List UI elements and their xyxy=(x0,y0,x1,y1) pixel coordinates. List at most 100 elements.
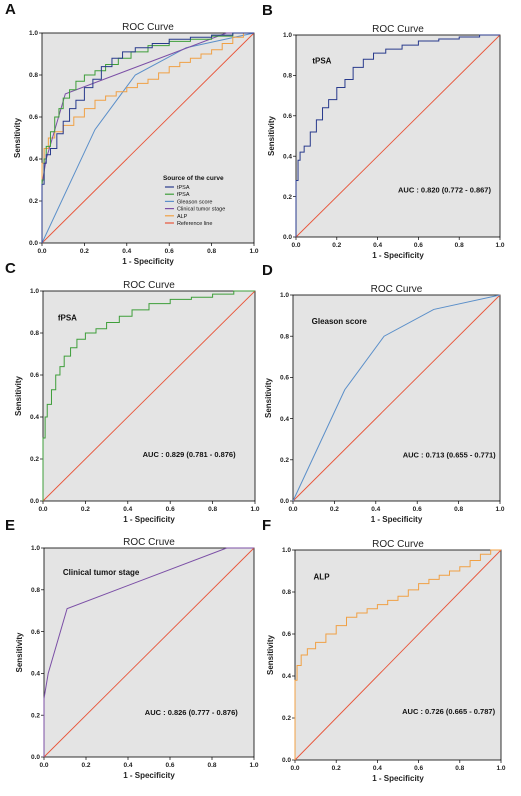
x-tick-label: 0.8 xyxy=(208,506,217,513)
x-axis-label: 1 - Specificity xyxy=(123,515,175,524)
x-tick-label: 0.0 xyxy=(288,506,297,513)
roc-curve-alp xyxy=(41,32,254,243)
y-tick-label: 1.0 xyxy=(282,547,291,554)
y-axis-label: Sensitivity xyxy=(13,117,22,158)
x-tick-label: 0.2 xyxy=(332,765,341,772)
x-tick-label: 1.0 xyxy=(249,762,258,769)
panel-letter: B xyxy=(262,2,273,19)
panel-b: B ROC Curve 0.00.0 0.2 0.2 0.4 0.4 0.6 0.6 0.8 0.8… xyxy=(262,2,505,260)
y-tick-label: 0.4 xyxy=(282,673,291,680)
reference-line xyxy=(295,34,501,238)
y-tick-label: 0.2 xyxy=(29,198,38,205)
reference-line xyxy=(43,547,255,758)
panel-d: D ROC Curve 0.00.0 0.2 0.2 0.4 0.4 0.6 0.6 0.8 0.8… xyxy=(262,262,505,524)
reference-line xyxy=(292,294,501,502)
y-tick-label: 0.8 xyxy=(29,72,38,79)
x-tick-label: 1.0 xyxy=(495,506,504,513)
panel-e: E ROC Cruve 0.00.0 0.2 0.2 0.4 0.4 0.6 0.6 0.8 0.8… xyxy=(5,517,259,780)
y-tick-label: 0.4 xyxy=(280,416,289,423)
x-tick-label: 0.4 xyxy=(123,762,132,769)
y-tick-label: 0.2 xyxy=(282,715,291,722)
legend-item-gleason: Gleason score xyxy=(177,199,212,205)
panel-letter: A xyxy=(5,1,16,18)
y-tick-label: 0.2 xyxy=(280,457,289,464)
panel-letter: F xyxy=(262,517,271,534)
y-tick-label: 1.0 xyxy=(29,30,38,37)
x-tick-label: 0.4 xyxy=(373,242,382,249)
x-tick-label: 1.0 xyxy=(495,242,504,249)
x-tick-label: 0.2 xyxy=(80,248,89,255)
x-axis-label: 1 - Specificity xyxy=(372,251,424,260)
auc-text: AUC : 0.829 (0.781 - 0.876) xyxy=(143,450,236,459)
y-tick-label: 0.8 xyxy=(283,73,292,80)
x-tick-label: 0.8 xyxy=(454,506,463,513)
roc-curve-fpsa xyxy=(41,32,254,243)
x-tick-label: 0.8 xyxy=(207,762,216,769)
y-tick-label: 0.2 xyxy=(283,194,292,201)
panel-title: ROC Curve xyxy=(372,24,424,35)
y-tick-label: 0.6 xyxy=(29,114,38,121)
legend-item-stage: Clinical tumor stage xyxy=(177,207,225,213)
y-tick-label: 0.6 xyxy=(31,629,40,636)
y-tick-label: 0.8 xyxy=(31,587,40,594)
x-tick-label: 0.2 xyxy=(81,506,90,513)
x-tick-label: 0.4 xyxy=(373,765,382,772)
auc-text: AUC : 0.826 (0.777 - 0.876) xyxy=(145,708,238,717)
x-tick-label: 0.8 xyxy=(455,765,464,772)
roc-curve-tpsa xyxy=(41,32,254,243)
y-tick-label: 1.0 xyxy=(30,288,39,295)
y-tick-label: 0.8 xyxy=(30,330,39,337)
panel-letter: E xyxy=(5,517,15,534)
y-tick-label: 0.4 xyxy=(283,153,292,160)
curve-label: Clinical tumor stage xyxy=(63,568,140,577)
x-tick-label: 0.0 xyxy=(37,248,46,255)
legend-item-alp: ALP xyxy=(177,214,188,220)
panel-f: F ROC Curve 0.00.0 0.2 0.2 0.4 0.4 0.6 0.6 0.8 0.8… xyxy=(262,517,506,783)
x-tick-label: 0.6 xyxy=(165,762,174,769)
curve-label: tPSA xyxy=(312,56,331,65)
roc-curve-gleason xyxy=(292,294,501,502)
y-tick-label: 0.4 xyxy=(29,156,38,163)
panel-c: C ROC Curve 0.00.0 0.2 0.2 0.4 0.4 0.6 0.6 0.8 0.8… xyxy=(5,260,260,524)
curve-label: fPSA xyxy=(58,313,77,322)
x-axis-label: 1 - Specificity xyxy=(122,257,174,266)
x-tick-label: 0.6 xyxy=(414,765,423,772)
y-tick-label: 0.4 xyxy=(30,414,39,421)
panel-letter: C xyxy=(5,260,16,277)
panel-title: ROC Curve xyxy=(372,539,424,550)
x-tick-label: 0.2 xyxy=(81,762,90,769)
y-tick-label: 0.8 xyxy=(280,333,289,340)
y-axis-label: Sensitivity xyxy=(15,632,24,673)
roc-curve-tpsa xyxy=(295,34,500,237)
y-tick-label: 0.2 xyxy=(31,712,40,719)
reference-line xyxy=(294,549,502,761)
roc-curve-gleason xyxy=(41,32,255,244)
x-tick-label: 0.4 xyxy=(123,506,132,513)
legend-item-tpsa: tPSA xyxy=(177,185,190,191)
x-tick-label: 0.4 xyxy=(122,248,131,255)
legend-title: Source of the curve xyxy=(163,175,224,182)
y-tick-label: 0.4 xyxy=(31,671,40,678)
x-tick-label: 0.4 xyxy=(371,506,380,513)
x-tick-label: 0.6 xyxy=(414,242,423,249)
y-tick-label: 0.0 xyxy=(29,240,38,247)
x-tick-label: 0.6 xyxy=(413,506,422,513)
y-tick-label: 0.0 xyxy=(283,234,292,241)
roc-curve-alp xyxy=(294,549,501,760)
x-tick-label: 0.0 xyxy=(39,762,48,769)
y-axis-label: Sensitivity xyxy=(14,375,23,416)
x-tick-label: 0.8 xyxy=(455,242,464,249)
curve-label: ALP xyxy=(314,572,331,581)
reference-line xyxy=(41,32,255,244)
y-tick-label: 0.6 xyxy=(280,375,289,382)
panel-letter: D xyxy=(262,262,273,279)
y-axis-label: Sensitivity xyxy=(264,377,273,418)
y-tick-label: 0.2 xyxy=(30,456,39,463)
x-axis-label: 1 - Specificity xyxy=(123,771,175,780)
x-tick-label: 0.6 xyxy=(165,248,174,255)
panel-title: ROC Curve xyxy=(123,280,175,291)
x-tick-label: 0.0 xyxy=(38,506,47,513)
y-tick-label: 1.0 xyxy=(31,545,40,552)
